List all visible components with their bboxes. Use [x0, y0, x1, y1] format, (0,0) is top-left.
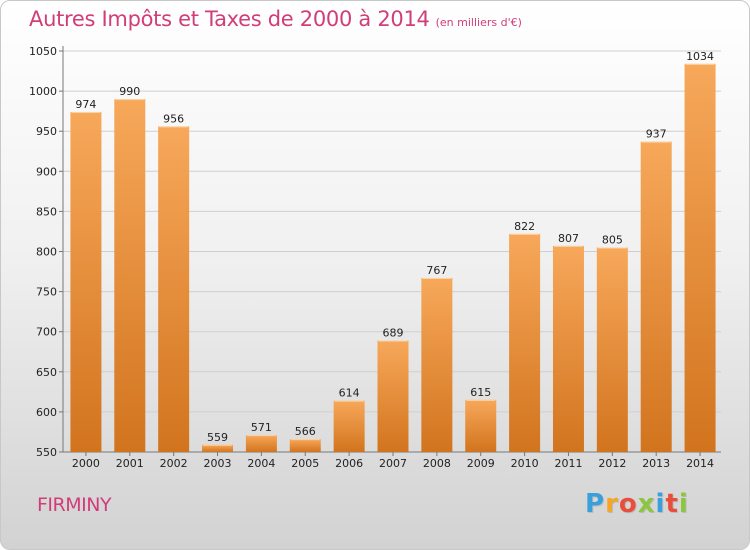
x-tick-label-2003: 2003 [204, 457, 232, 470]
logo-letter: P [585, 489, 606, 519]
x-tick-label-2005: 2005 [291, 457, 319, 470]
bar-2012 [596, 247, 628, 452]
x-tick-label-2011: 2011 [554, 457, 582, 470]
bar-2002 [158, 126, 190, 452]
logo-letter: i [678, 489, 689, 519]
chart-title: Autres Impôts et Taxes de 2000 à 2014 (en… [29, 7, 522, 31]
bar-2006 [333, 400, 365, 452]
y-tick-label: 700 [36, 326, 57, 339]
y-tick-label: 900 [36, 165, 57, 178]
data-label-2002: 956 [163, 112, 184, 125]
y-tick-label: 600 [36, 406, 57, 419]
city-name: FIRMINY [37, 494, 112, 516]
bar-2007 [377, 340, 409, 452]
unit-note: (en milliers d'€) [435, 16, 522, 29]
y-tick-labels: 550 600 650 700 750 800 850 900 950 1000 1050 [29, 45, 57, 459]
data-label-2003: 559 [207, 431, 228, 444]
bar-2011 [552, 245, 584, 452]
bar-2009 [465, 399, 497, 452]
x-tick-label-2001: 2001 [116, 457, 144, 470]
y-tick-label: 800 [36, 246, 57, 259]
x-tick-label-2014: 2014 [686, 457, 714, 470]
logo-letter: o [618, 489, 638, 519]
y-tick-label: 750 [36, 286, 57, 299]
data-label-2009: 615 [470, 386, 491, 399]
bar-2001 [114, 99, 146, 453]
y-tick-label: 1050 [29, 45, 57, 58]
x-tick-label-2002: 2002 [160, 457, 188, 470]
data-label-2001: 990 [119, 85, 140, 98]
bar-2010 [509, 233, 541, 452]
logo-letter: r [605, 489, 619, 519]
x-tick-label-2013: 2013 [642, 457, 670, 470]
data-label-2011: 807 [558, 232, 579, 245]
x-tick-label-2007: 2007 [379, 457, 407, 470]
x-tick-labels: 2000 2001 2002 2003 2004 2005 2006 2007 2008 2009… [72, 452, 714, 470]
data-label-2004: 571 [251, 421, 272, 434]
y-tick-label: 550 [36, 446, 57, 459]
y-tick-label: 850 [36, 205, 57, 218]
bar-2005 [289, 439, 321, 452]
bar-2014 [684, 63, 716, 452]
x-tick-label-2004: 2004 [247, 457, 275, 470]
logo-letter: x [637, 489, 656, 519]
data-label-2013: 937 [646, 128, 667, 141]
data-labels: 974 990 956 559 571 566 614 689 767 615 822 807 805 9… [75, 50, 714, 444]
data-label-2006: 614 [339, 387, 360, 400]
data-label-2000: 974 [75, 98, 96, 111]
bar-2000 [70, 111, 102, 453]
logo-letter: i [655, 489, 666, 519]
data-label-2014: 1034 [686, 50, 714, 63]
data-label-2005: 566 [295, 425, 316, 438]
bar-2003 [202, 444, 234, 452]
x-tick-label-2009: 2009 [467, 457, 495, 470]
data-label-2012: 805 [602, 233, 623, 246]
data-label-2008: 767 [426, 264, 447, 277]
data-label-2007: 689 [383, 327, 404, 340]
x-tick-label-2006: 2006 [335, 457, 363, 470]
y-tick-label: 950 [36, 125, 57, 138]
proxiti-logo: Proxiti [585, 489, 689, 519]
bar-2004 [245, 435, 277, 452]
x-tick-label-2012: 2012 [598, 457, 626, 470]
x-tick-label-2010: 2010 [511, 457, 539, 470]
bar-2013 [640, 141, 672, 452]
logo-letter: t [665, 489, 679, 519]
x-tick-label-2008: 2008 [423, 457, 451, 470]
title-text: Autres Impôts et Taxes de 2000 à 2014 [29, 7, 430, 31]
bars [70, 63, 716, 453]
y-tick-label: 1000 [29, 85, 57, 98]
data-label-2010: 822 [514, 220, 535, 233]
y-tick-label: 650 [36, 366, 57, 379]
bar-2008 [421, 277, 453, 452]
x-tick-label-2000: 2000 [72, 457, 100, 470]
